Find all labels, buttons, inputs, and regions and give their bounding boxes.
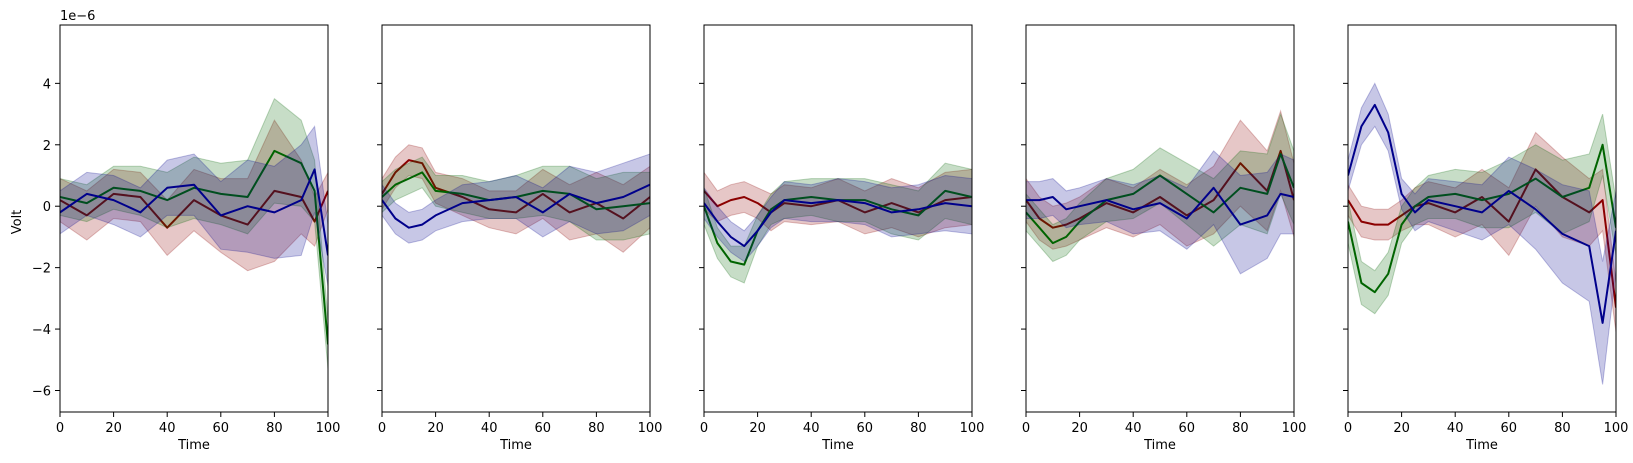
- plot-area: [1026, 109, 1294, 275]
- x-tick-label: 40: [1447, 421, 1464, 436]
- x-tick-label: 40: [159, 421, 176, 436]
- plot-area: [382, 144, 650, 253]
- x-tick-label: 80: [266, 421, 283, 436]
- x-tick-label: 20: [105, 421, 122, 436]
- x-tick-label: 40: [1125, 421, 1142, 436]
- x-tick-label: 40: [803, 421, 820, 436]
- x-tick-label: 100: [1282, 421, 1307, 436]
- x-axis-label: Time: [821, 438, 854, 453]
- band-green: [1026, 112, 1294, 263]
- x-tick-label: 20: [749, 421, 766, 436]
- x-tick-label: 60: [1179, 421, 1196, 436]
- x-tick-label: 80: [588, 421, 605, 436]
- axes-frame: [59, 24, 329, 413]
- band-blue: [1348, 82, 1616, 385]
- x-tick-label: 20: [1393, 421, 1410, 436]
- y-tick-label: −4: [32, 323, 51, 338]
- plot-area: [60, 97, 328, 370]
- x-tick-label: 20: [1071, 421, 1088, 436]
- plot-area: [704, 162, 972, 284]
- band-blue: [704, 174, 972, 263]
- band-red: [1026, 109, 1294, 250]
- band-blue: [382, 153, 650, 244]
- x-tick-label: 0: [700, 421, 708, 436]
- x-tick-label: 60: [857, 421, 874, 436]
- subplot-3: 0 20 40 60 80 100 Time: [699, 24, 985, 453]
- axes-frame: [1025, 24, 1295, 413]
- band-green: [60, 97, 328, 370]
- y-tick-label: 2: [43, 139, 51, 154]
- line-blue: [382, 183, 650, 229]
- axes-frame: [1347, 24, 1617, 413]
- plot-area: [1348, 82, 1616, 385]
- line-blue: [60, 168, 328, 256]
- y-tick-label: −6: [32, 385, 51, 400]
- x-axis-label: Time: [1143, 438, 1176, 453]
- x-tick-label: 0: [1344, 421, 1352, 436]
- band-red: [382, 144, 650, 253]
- line-blue: [1348, 103, 1616, 324]
- x-tick-label: 60: [535, 421, 552, 436]
- subplot-5: 0 20 40 60 80 100 Time: [1343, 24, 1629, 453]
- line-green: [1026, 153, 1294, 245]
- x-tick-label: 40: [481, 421, 498, 436]
- y-tick-label: 4: [43, 77, 51, 92]
- x-tick-label: 60: [1501, 421, 1518, 436]
- x-tick-label: 20: [427, 421, 444, 436]
- subplot-2: 0 20 40 60 80 100 Time: [377, 24, 663, 453]
- line-red: [704, 190, 972, 214]
- y-tick-label: 0: [43, 200, 51, 215]
- line-green: [1348, 143, 1616, 294]
- band-green: [382, 156, 650, 241]
- axes-frame: [381, 24, 651, 413]
- x-axis-label: Time: [177, 438, 210, 453]
- x-tick-label: 100: [316, 421, 341, 436]
- band-blue: [1026, 150, 1294, 275]
- line-blue: [1026, 186, 1294, 226]
- x-tick-label: 80: [1232, 421, 1249, 436]
- x-tick-label: 100: [1604, 421, 1629, 436]
- subplot-4: 0 20 40 60 80 100 Time: [1021, 24, 1307, 453]
- band-red: [704, 168, 972, 238]
- x-axis-label: Time: [499, 438, 532, 453]
- x-tick-label: 100: [960, 421, 985, 436]
- x-tick-label: 60: [213, 421, 230, 436]
- axes-frame: [703, 24, 973, 413]
- band-green: [704, 162, 972, 284]
- band-green: [1348, 113, 1616, 315]
- y-axis-exponent: 1e−6: [60, 9, 95, 24]
- band-blue: [60, 125, 328, 287]
- x-tick-label: 80: [1554, 421, 1571, 436]
- x-axis-label: Time: [1465, 438, 1498, 453]
- line-red: [60, 189, 328, 229]
- x-tick-label: 0: [1022, 421, 1030, 436]
- line-red: [1026, 149, 1294, 229]
- y-axis-label: Volt: [10, 210, 25, 235]
- line-blue: [704, 199, 972, 248]
- x-tick-label: 0: [56, 421, 64, 436]
- x-tick-label: 80: [910, 421, 927, 436]
- line-green: [704, 189, 972, 266]
- x-tick-label: 0: [378, 421, 386, 436]
- y-tick-label: −2: [32, 262, 51, 277]
- line-red: [1348, 168, 1616, 308]
- x-tick-label: 100: [638, 421, 663, 436]
- line-green: [60, 149, 328, 345]
